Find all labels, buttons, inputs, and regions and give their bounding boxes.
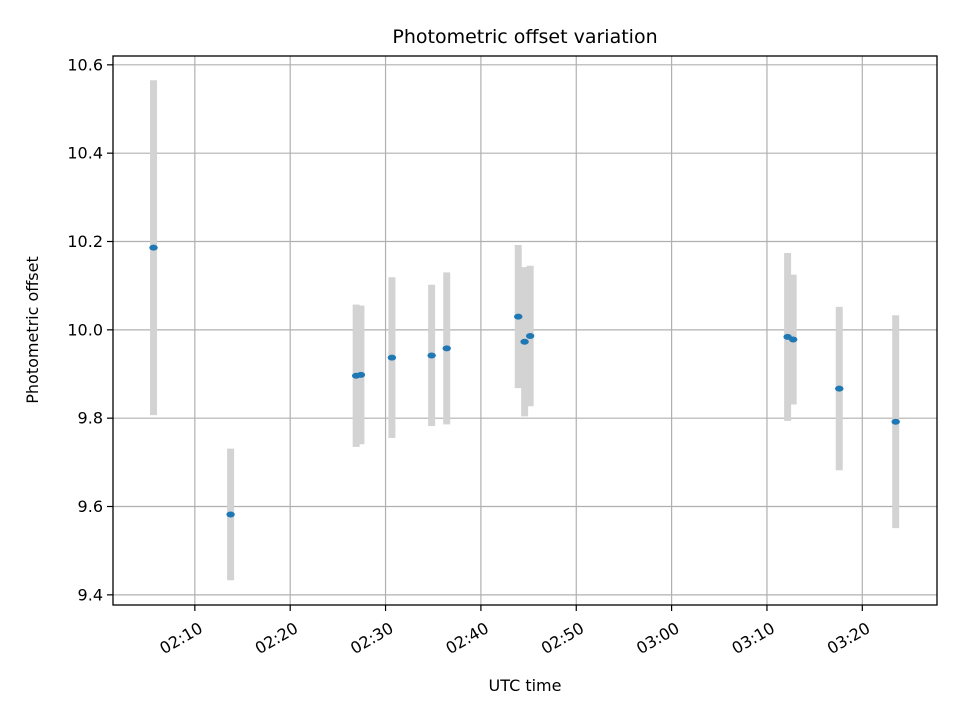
data-point [520, 338, 529, 345]
y-axis-title: Photometric offset [23, 256, 42, 404]
x-axis-title: UTC time [489, 676, 562, 695]
data-point [226, 511, 235, 518]
data-point [427, 352, 436, 359]
data-point [442, 345, 451, 352]
data-point [356, 371, 366, 378]
data-point [149, 244, 158, 251]
data-point [387, 354, 397, 361]
data-points [149, 244, 900, 518]
y-tick-label: 9.6 [78, 497, 103, 516]
grid [113, 56, 937, 605]
data-point [525, 333, 535, 340]
data-point [788, 336, 798, 343]
y-axis-ticks: 9.4 9.6 9.8 10.0 10.2 10.4 10.6 [67, 55, 113, 604]
y-tick-label: 9.8 [78, 409, 103, 428]
y-tick-label: 10.6 [67, 55, 103, 74]
y-tick-label: 10.2 [67, 232, 103, 251]
data-point [891, 418, 900, 425]
data-point [835, 385, 844, 392]
data-point [514, 313, 523, 320]
y-tick-label: 9.4 [78, 585, 103, 604]
plot-frame [112, 55, 938, 606]
y-tick-label: 10.4 [67, 144, 103, 163]
y-tick-label: 10.0 [67, 320, 103, 339]
chart-title: Photometric offset variation [392, 26, 657, 48]
